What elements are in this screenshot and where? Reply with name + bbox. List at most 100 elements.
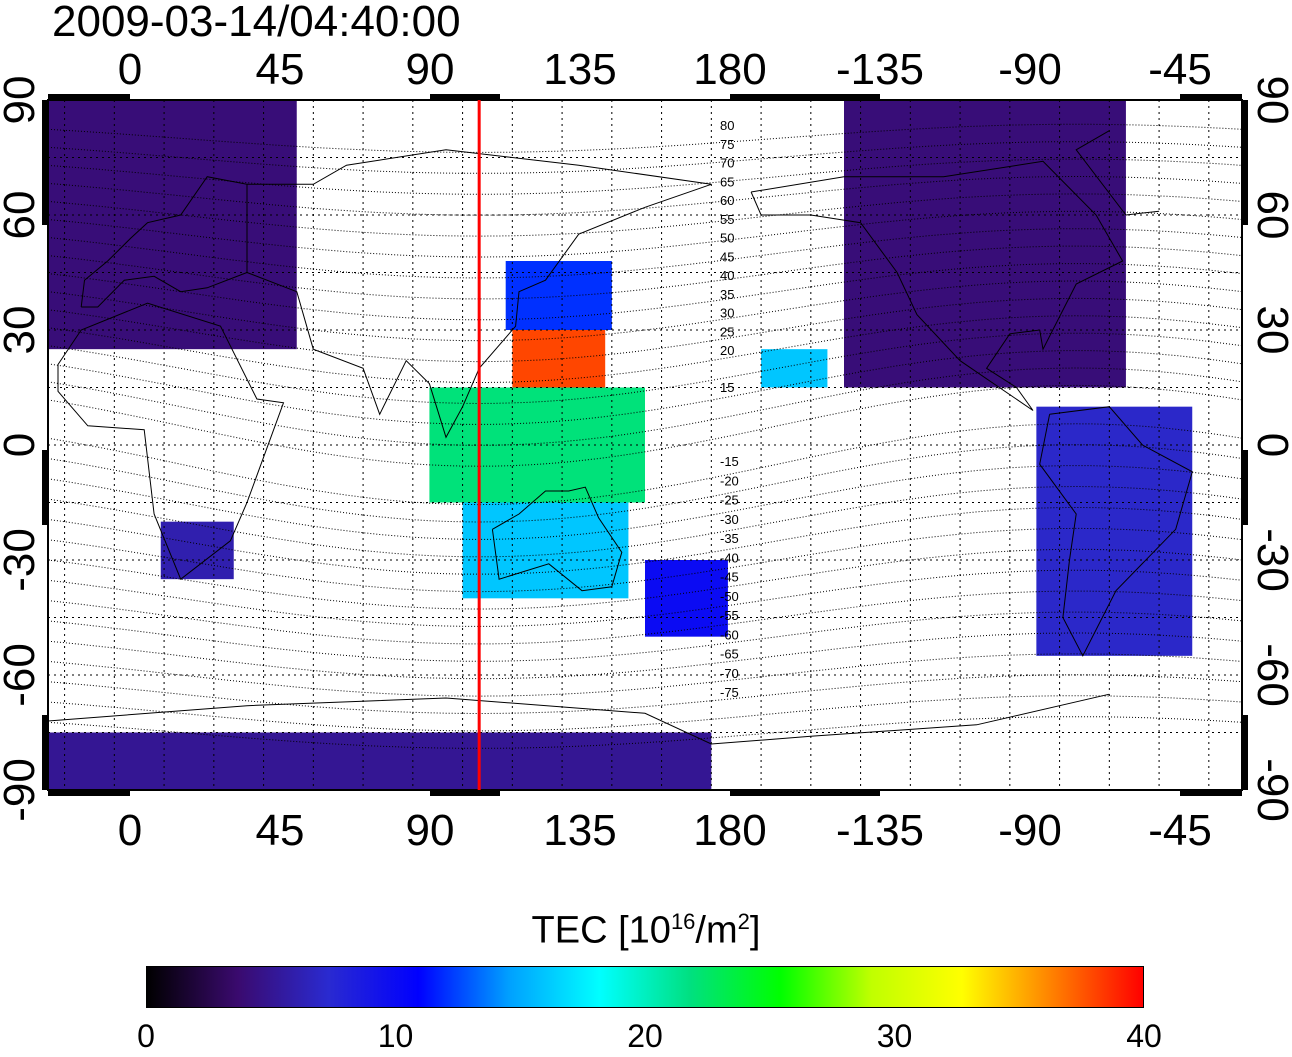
contour-label: 55 bbox=[720, 212, 734, 227]
coastline-segment bbox=[750, 160, 1124, 411]
mlat-contour bbox=[47, 141, 1243, 174]
mlat-contour bbox=[47, 527, 1243, 593]
tec-patch-southern-africa bbox=[160, 521, 234, 580]
tec-patch-maritime-asia bbox=[429, 387, 645, 503]
contour-label: -50 bbox=[720, 589, 739, 604]
tec-patch-australia bbox=[462, 502, 629, 599]
left-lat-label: 60 bbox=[0, 191, 44, 240]
mlat-contour bbox=[47, 423, 1243, 506]
contour-label: 35 bbox=[720, 287, 734, 302]
mlat-contour bbox=[47, 280, 1243, 342]
left-lat-label: -30 bbox=[0, 528, 44, 592]
tec-map: 0 45 90 135 180 -135 -90 -450 45 90 135 180 -135 -90-… bbox=[0, 45, 1292, 855]
contour-label: -75 bbox=[720, 685, 739, 700]
frame-bar-right bbox=[1242, 715, 1248, 790]
contour-label: 45 bbox=[720, 249, 734, 264]
contour-label: 70 bbox=[720, 156, 734, 171]
frame-bar-top bbox=[1180, 94, 1242, 100]
frame-bar-left bbox=[42, 100, 48, 225]
colorbar bbox=[146, 966, 1144, 1008]
tec-patch-new-zealand bbox=[645, 560, 728, 637]
frame-bar-left bbox=[42, 715, 48, 790]
mlat-contour bbox=[47, 263, 1243, 321]
mlat-contour bbox=[47, 632, 1243, 680]
contour-label: 25 bbox=[720, 324, 734, 339]
contour-label: -60 bbox=[720, 627, 739, 642]
frame-bar-bottom bbox=[730, 790, 880, 796]
coastline-segment bbox=[1039, 406, 1193, 657]
bottom-lon-label: 135 bbox=[543, 806, 616, 855]
colorbar-title: TEC [1016/m2] bbox=[531, 909, 761, 952]
left-lat-label: 90 bbox=[0, 76, 44, 125]
mlat-contour bbox=[47, 297, 1243, 363]
top-lon-label: -45 bbox=[1148, 45, 1212, 94]
tec-patch-south-america bbox=[1036, 406, 1193, 656]
contour-label: -25 bbox=[720, 493, 739, 508]
top-lon-label: 90 bbox=[406, 45, 455, 94]
contour-label: 80 bbox=[720, 118, 734, 133]
bottom-lon-label: -45 bbox=[1148, 806, 1212, 855]
frame-bar-right bbox=[1242, 100, 1248, 225]
contour-label: -40 bbox=[720, 550, 739, 565]
contour-label: 60 bbox=[720, 193, 734, 208]
mlat-contour bbox=[47, 548, 1243, 610]
mlat-contour bbox=[47, 444, 1243, 523]
contour-labels: 80 75 70 65 60 55 50 45 40 35 30 25 20 15 -15 -20 -25 -30… bbox=[720, 118, 739, 700]
colorbar-tick-label: 0 bbox=[137, 1018, 155, 1054]
contour-label: 65 bbox=[720, 174, 734, 189]
mlat-contour bbox=[47, 716, 1243, 749]
mlat-contour bbox=[47, 123, 1243, 153]
contour-label: 15 bbox=[720, 380, 734, 395]
frame-bar-bottom bbox=[1180, 790, 1242, 796]
frame-bar-bottom bbox=[48, 790, 130, 796]
right-lat-label: -30 bbox=[1248, 528, 1292, 592]
mlat-contour bbox=[47, 465, 1243, 540]
left-lat-label: -60 bbox=[0, 643, 44, 707]
bottom-lon-label: 0 bbox=[118, 806, 142, 855]
left-lat-label: 0 bbox=[0, 433, 44, 457]
frame-bar-left bbox=[42, 450, 48, 525]
colorbar-tick-label: 30 bbox=[876, 1018, 913, 1054]
tec-patch-antarctica bbox=[48, 732, 712, 790]
bottom-lon-label: 90 bbox=[406, 806, 455, 855]
bottom-lon-label: 180 bbox=[693, 806, 766, 855]
right-lat-label: 90 bbox=[1248, 76, 1292, 125]
top-lon-label: -135 bbox=[836, 45, 924, 94]
contour-label: -35 bbox=[720, 531, 739, 546]
top-lon-label: 135 bbox=[543, 45, 616, 94]
right-lat-label: 0 bbox=[1248, 433, 1292, 457]
contour-label: -20 bbox=[720, 473, 739, 488]
frame-bar-top bbox=[48, 94, 130, 100]
contour-label: 20 bbox=[720, 343, 734, 358]
colorbar-tick-label: 20 bbox=[627, 1018, 663, 1054]
contour-label: 50 bbox=[720, 231, 734, 246]
frame-bar-top bbox=[730, 94, 880, 100]
contour-label: 40 bbox=[720, 268, 734, 283]
colorbar-tick-label: 10 bbox=[377, 1018, 414, 1054]
axis-labels: 0 45 90 135 180 -135 -90 -450 45 90 135 180 -135 -90-… bbox=[0, 45, 1292, 855]
tec-patch-east-asia-peak bbox=[512, 330, 606, 388]
bottom-lon-label: 45 bbox=[256, 806, 305, 855]
right-lat-label: -60 bbox=[1248, 643, 1292, 707]
coastline-segment bbox=[57, 302, 285, 580]
tec-patch-europe-asia-north bbox=[48, 100, 297, 350]
coastline-segment bbox=[47, 693, 1110, 745]
contour-label: -15 bbox=[720, 454, 739, 469]
top-lon-label: -90 bbox=[998, 45, 1062, 94]
right-lat-label: 30 bbox=[1248, 306, 1292, 355]
contour-label: 30 bbox=[720, 306, 734, 321]
frame-edge-bars bbox=[42, 94, 1248, 796]
mlat-contour bbox=[47, 210, 1243, 258]
coastline-segment bbox=[491, 486, 623, 592]
mlat-contour bbox=[47, 228, 1243, 279]
mlat-contour bbox=[47, 384, 1243, 467]
map-frame bbox=[47, 99, 1243, 791]
bottom-lon-label: -90 bbox=[998, 806, 1062, 855]
left-lat-label: 30 bbox=[0, 306, 44, 355]
bottom-lon-label: -135 bbox=[836, 806, 924, 855]
left-lat-label: -90 bbox=[0, 758, 44, 822]
contour-label: -65 bbox=[720, 647, 739, 662]
colorbar-tick-label: 40 bbox=[1126, 1018, 1162, 1054]
mlat-contour bbox=[47, 506, 1243, 575]
contour-label: -55 bbox=[720, 608, 739, 623]
